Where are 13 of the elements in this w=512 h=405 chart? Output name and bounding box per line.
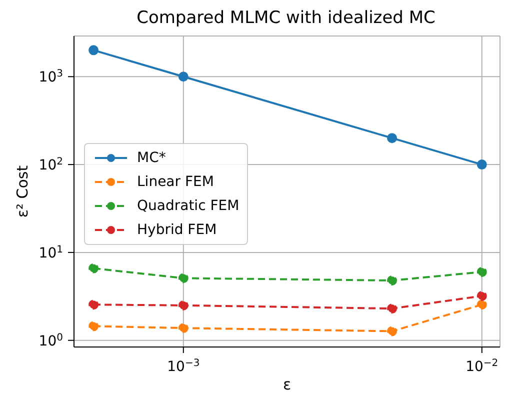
x-axis-title: ε	[282, 376, 292, 394]
x-tick-label: 10$^{−2}$	[466, 358, 498, 375]
y-tick-label: 10$^{2}$	[38, 156, 63, 174]
chart-title: Compared MLMC with idealized MC	[136, 8, 436, 30]
legend-label: Hybrid FEM	[137, 222, 217, 238]
y-tick-label: 10$^{1}$	[38, 244, 63, 262]
legend-label: MC*	[137, 150, 166, 166]
legend-label: Linear FEM	[137, 174, 214, 190]
y-tick-label: 10$^{3}$	[38, 68, 63, 86]
y-tick-label: 10$^{0}$	[38, 332, 63, 350]
x-tick-label: 10$^{−3}$	[167, 358, 200, 375]
legend-label: Quadratic FEM	[137, 198, 240, 214]
y-axis-title: ε² Cost	[13, 165, 32, 218]
